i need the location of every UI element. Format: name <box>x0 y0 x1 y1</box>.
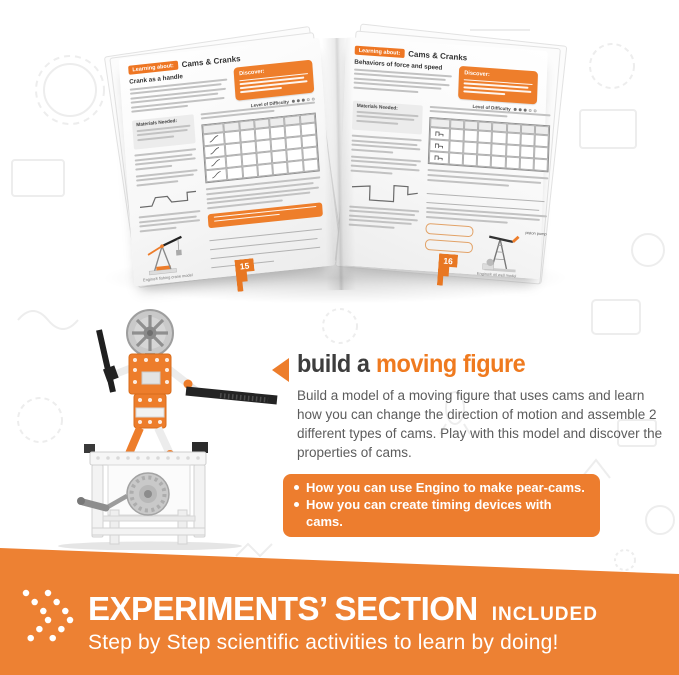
observation-table <box>201 112 320 184</box>
bullet-text: How you can create timing devices with c… <box>306 497 552 530</box>
page-topic-title: Cams & Cranks <box>408 49 468 63</box>
oil-well-figure: piston pump Engino® oil well model <box>477 226 547 281</box>
torso <box>128 353 172 429</box>
booklet-left-page: Learning about: Cams & Cranks Crank as a… <box>118 37 336 287</box>
feature-description: Build a model of a moving figure that us… <box>297 388 663 461</box>
materials-box: Materials Needed: <box>131 114 196 150</box>
feature-title: build a moving figure <box>297 350 650 379</box>
learning-about-tag: Learning about: <box>354 45 405 59</box>
crank-handle <box>77 494 129 512</box>
crank-diagram <box>139 190 197 208</box>
triangle-left-icon <box>272 358 289 382</box>
instructions-placeholder <box>138 210 202 233</box>
materials-box: Materials Needed: <box>351 100 423 135</box>
answer-box <box>425 222 474 238</box>
beam <box>185 386 278 405</box>
experiments-banner: EXPERIMENTS’ SECTION INCLUDED Step by Ste… <box>0 548 679 675</box>
crane-model-illustration <box>147 235 182 275</box>
model-shadow <box>58 541 242 550</box>
right-elbow <box>183 379 193 389</box>
bullet-dot-icon <box>294 502 299 508</box>
oil-well-model-illustration <box>482 235 520 273</box>
head-wheel <box>126 309 174 357</box>
piston-pump-label: piston pump <box>525 229 547 237</box>
left-hand <box>102 365 119 382</box>
right-leg <box>154 426 174 456</box>
materials-list-placeholder <box>356 110 419 127</box>
feature-bullets-box: How you can use Engino to make pear-cams… <box>283 473 600 537</box>
banner-title: EXPERIMENTS’ SECTION INCLUDED <box>88 590 598 628</box>
fill-in-lines <box>208 221 326 269</box>
left-leg <box>124 426 144 458</box>
discover-text-placeholder <box>463 78 533 97</box>
feature-title-prefix: build a <box>297 350 370 378</box>
feature-block: build a moving figure Build a model of a … <box>270 350 672 537</box>
banner-title-text: EXPERIMENTS’ SECTION <box>88 590 478 627</box>
discover-box: Discover: <box>458 65 539 105</box>
banner-subtitle: Step by Step scientific activities to le… <box>88 631 559 654</box>
banner-included-label: INCLUDED <box>491 604 598 625</box>
measurement-table <box>427 117 551 173</box>
double-chevron-dots-icon <box>22 589 77 647</box>
body-text-placeholder <box>353 68 453 95</box>
bullet-text: How you can use Engino to make pear-cams… <box>306 479 585 495</box>
instructions-placeholder <box>348 205 420 230</box>
moving-figure-model <box>58 309 278 550</box>
instructions-placeholder <box>351 134 422 156</box>
learning-about-tag: Learning about: <box>128 60 179 75</box>
booklet-right-page: Learning about: Cams & Cranks Behaviors … <box>338 36 551 281</box>
discover-box: Discover: <box>233 59 315 101</box>
linkage-diagram <box>351 184 418 202</box>
instructions-placeholder <box>350 155 421 176</box>
bullet-dot-icon <box>294 484 299 490</box>
bullet-item: How you can create timing devices with c… <box>294 496 589 531</box>
gear-mechanism <box>126 472 170 516</box>
word-bank-words <box>213 205 317 223</box>
raised-stick <box>96 329 116 393</box>
feature-title-highlight: moving figure <box>376 350 526 378</box>
instructions-placeholder <box>134 148 197 171</box>
instructions-placeholder <box>135 168 198 187</box>
answer-box <box>424 238 474 254</box>
book-spine-fold <box>321 37 357 291</box>
bullet-item: How you can use Engino to make pear-cams… <box>294 479 589 496</box>
answer-boxes <box>424 222 474 258</box>
